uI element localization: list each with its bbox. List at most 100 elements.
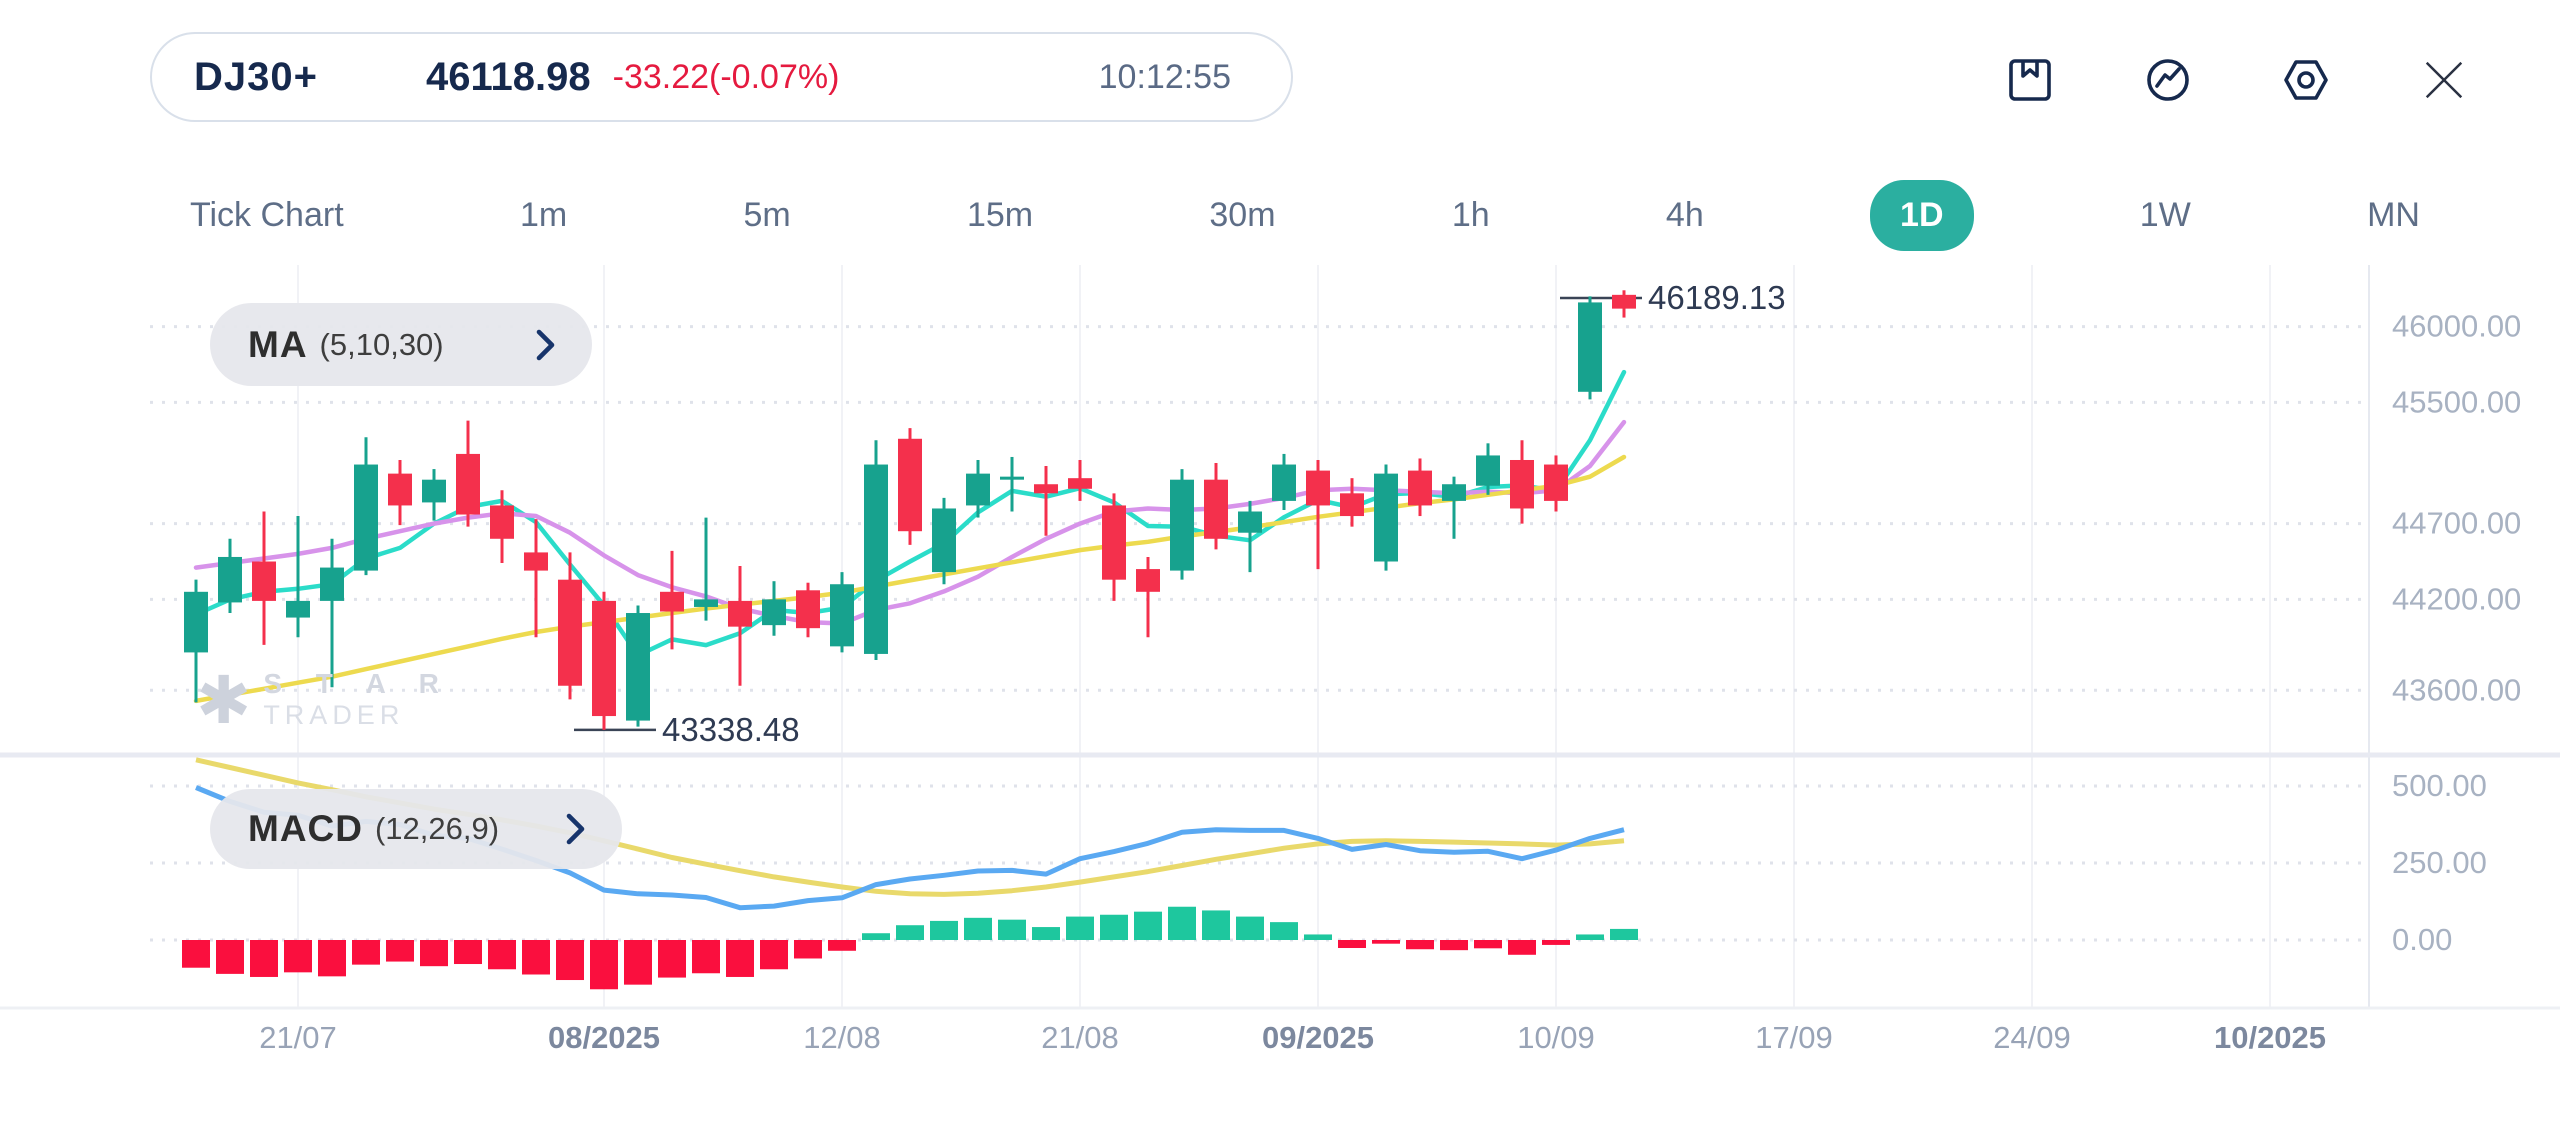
- candle-body: [1136, 569, 1160, 592]
- bookmark-icon[interactable]: [2006, 56, 2054, 104]
- macd-hist-bar: [318, 940, 346, 977]
- macd-hist-bar: [1542, 940, 1570, 945]
- macd-hist-bar: [556, 940, 584, 981]
- candle-body: [1374, 473, 1398, 562]
- macd-hist-bar: [624, 940, 652, 985]
- timeframe-tabs: Tick Chart 1m 5m 15m 30m 1h 4h 1D 1W MN: [180, 170, 2430, 260]
- macd-hist-bar: [1338, 940, 1366, 949]
- date-axis-label: 10/09: [1517, 1020, 1595, 1055]
- indicator-line-icon[interactable]: [2144, 56, 2192, 104]
- candle-body: [592, 600, 616, 717]
- candle-body: [252, 561, 276, 601]
- macd-indicator-pill[interactable]: MACD (12,26,9): [210, 789, 622, 869]
- ma-indicator-pill[interactable]: MA (5,10,30): [210, 303, 592, 386]
- last-price: 46118.98: [425, 54, 591, 99]
- macd-hist-bar: [216, 940, 244, 974]
- candle-body: [184, 591, 208, 653]
- macd-hist-bar: [1032, 927, 1060, 940]
- macd-hist-bar: [420, 940, 448, 967]
- candle-body: [388, 473, 412, 506]
- macd-hist-bar: [1610, 928, 1638, 940]
- macd-hist-bar: [930, 920, 958, 940]
- timeframe-tab-5m[interactable]: 5m: [743, 195, 791, 234]
- price-axis-label: 45500.00: [2392, 384, 2521, 419]
- candle-body: [1612, 294, 1636, 309]
- candle-body: [1204, 479, 1228, 539]
- macd-hist-bar: [1168, 906, 1196, 940]
- server-time: 10:12:55: [1098, 57, 1231, 96]
- candle-body: [1544, 464, 1568, 501]
- timeframe-tab-tick-chart[interactable]: Tick Chart: [190, 195, 344, 234]
- watermark-line1: S T A R: [263, 668, 452, 699]
- macd-hist-bar: [794, 940, 822, 959]
- macd-hist-bar: [1100, 914, 1128, 940]
- macd-hist-bar: [862, 933, 890, 940]
- timeframe-tab-15m[interactable]: 15m: [966, 195, 1034, 234]
- candle-body: [898, 438, 922, 532]
- timeframe-tab-mn[interactable]: MN: [2367, 195, 2420, 234]
- timeframe-tab-30m[interactable]: 30m: [1209, 195, 1276, 234]
- candle-body: [796, 590, 820, 629]
- macd-axis-label: 0.00: [2392, 922, 2452, 957]
- macd-hist-bar: [1576, 934, 1604, 940]
- candle-body: [1306, 470, 1330, 506]
- macd-hist-bar: [726, 940, 754, 977]
- macd-hist-bar: [1066, 916, 1094, 940]
- candle-body: [660, 591, 684, 612]
- candle-body: [932, 508, 956, 573]
- candle-body: [830, 584, 854, 647]
- date-axis-label: 21/08: [1041, 1020, 1119, 1055]
- price-axis-label: 44700.00: [2392, 506, 2521, 541]
- macd-hist-bar: [386, 940, 414, 962]
- star-logo-icon: ✱: [196, 662, 252, 737]
- macd-hist-bar: [352, 940, 380, 965]
- timeframe-tab-1h[interactable]: 1h: [1451, 195, 1490, 234]
- candle-body: [320, 567, 344, 601]
- candle-body: [1102, 505, 1126, 580]
- candle-body: [558, 579, 582, 686]
- candle-body: [1000, 476, 1024, 480]
- date-axis-label: 17/09: [1755, 1020, 1833, 1055]
- timeframe-tab-4h[interactable]: 4h: [1665, 195, 1704, 234]
- price-change: -33.22(-0.07%): [612, 57, 840, 96]
- candle-body: [864, 464, 888, 654]
- low_marker-label: 43338.48: [662, 711, 800, 748]
- close-icon[interactable]: [2420, 56, 2468, 104]
- symbol-header: DJ30+ 46118.98 -33.22(-0.07%) 10:12:55: [150, 32, 1293, 122]
- candle-body: [286, 600, 310, 618]
- broker-watermark: ✱ S T A R TRADER: [196, 662, 452, 737]
- timeframe-tab-1m[interactable]: 1m: [519, 195, 568, 234]
- macd-hist-bar: [658, 940, 686, 978]
- price-axis-label: 44200.00: [2392, 581, 2521, 616]
- macd-hist-bar: [454, 940, 482, 965]
- price-axis-label: 46000.00: [2392, 309, 2521, 344]
- macd-hist-bar: [284, 940, 312, 973]
- candle-body: [1068, 478, 1092, 489]
- candle-body: [1170, 479, 1194, 571]
- timeframe-tab-1d[interactable]: 1D: [1870, 179, 1974, 251]
- date-axis-label: 09/2025: [1262, 1020, 1374, 1055]
- candle-body: [762, 599, 786, 626]
- candle-body: [456, 453, 480, 515]
- macd-hist-bar: [590, 940, 618, 990]
- candle-body: [626, 613, 650, 721]
- candle-body: [966, 473, 990, 506]
- date-axis-label: 24/09: [1993, 1020, 2071, 1055]
- candle-body: [490, 505, 514, 539]
- candle-body: [1340, 493, 1364, 517]
- candle-body: [1034, 484, 1058, 494]
- timeframe-tab-1w[interactable]: 1W: [2139, 195, 2191, 234]
- macd-hist-bar: [1236, 916, 1264, 940]
- settings-hexagon-icon[interactable]: [2282, 56, 2330, 104]
- price-axis-label: 43600.00: [2392, 672, 2521, 707]
- candle-body: [218, 556, 242, 603]
- macd-axis-label: 500.00: [2392, 768, 2487, 803]
- macd-hist-bar: [488, 940, 516, 970]
- macd-hist-bar: [1406, 940, 1434, 950]
- ma-params: (5,10,30): [319, 326, 444, 362]
- high_marker-label: 46189.13: [1648, 279, 1786, 316]
- macd-hist-bar: [964, 917, 992, 940]
- candle-body: [1442, 484, 1466, 501]
